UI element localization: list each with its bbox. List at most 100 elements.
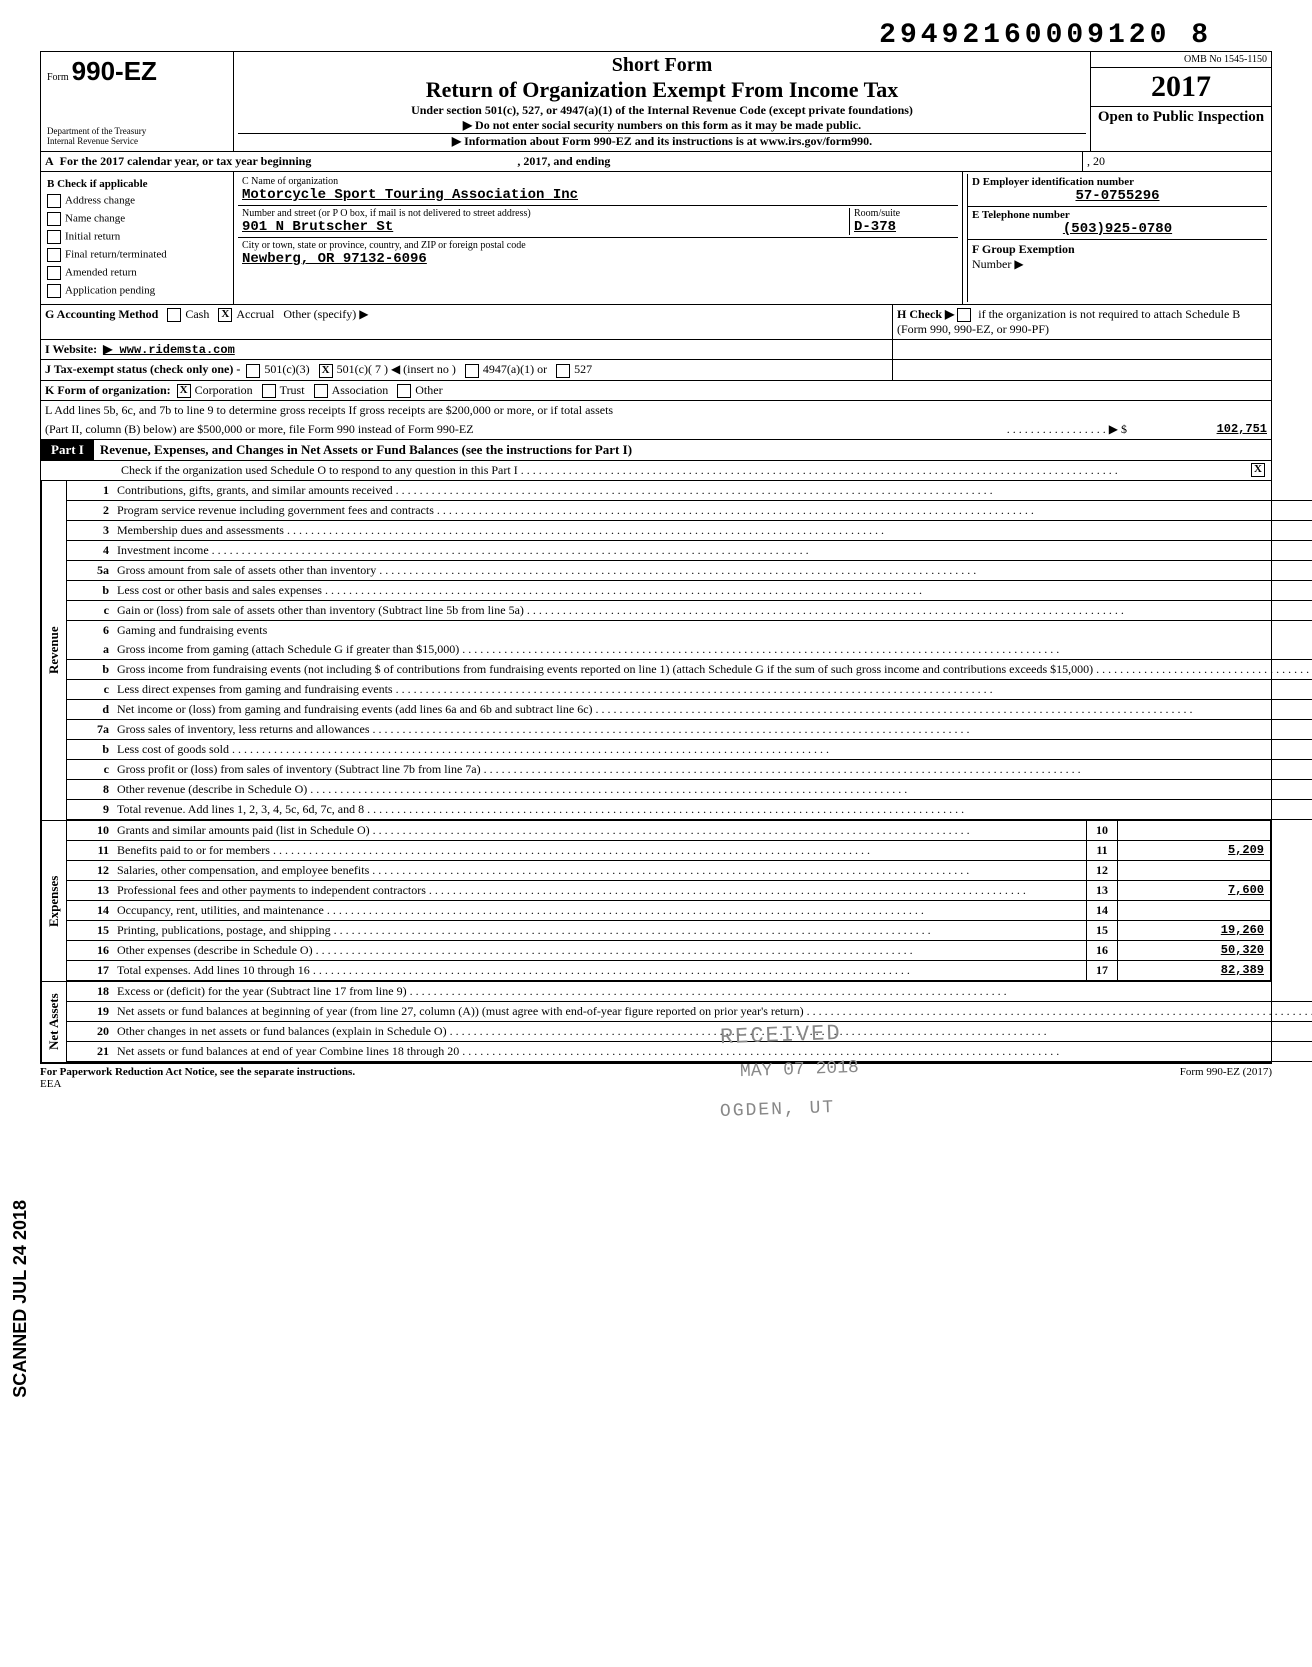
footer-eea: EEA	[40, 1078, 61, 1090]
line-b: b Less cost of goods sold 7b 4,082	[66, 740, 1312, 760]
line-d: d Net income or (loss) from gaming and f…	[66, 700, 1312, 720]
stamp-scanned: SCANNED JUL 24 2018	[10, 1200, 31, 1398]
dln: 29492160009120 8	[40, 20, 1212, 51]
expenses-section: Expenses 10 Grants and similar amounts p…	[40, 820, 1272, 981]
k-o4: Other	[415, 383, 442, 397]
cb-initial[interactable]	[47, 230, 61, 244]
form-header: Form 990-EZ Department of the Treasury I…	[40, 51, 1272, 152]
cb-cash[interactable]	[167, 308, 181, 322]
line-j: J Tax-exempt status (check only one) - 5…	[40, 360, 1272, 380]
line-21: 21 Net assets or fund balances at end of…	[66, 1042, 1312, 1062]
line-c: c Gross profit or (loss) from sales of i…	[66, 760, 1312, 780]
cb-addr-change[interactable]	[47, 194, 61, 208]
line-g-h: G Accounting Method Cash X Accrual Other …	[40, 305, 1272, 340]
line-15: 15 Printing, publications, postage, and …	[66, 921, 1271, 941]
line-4: 4 Investment income 4 193	[66, 541, 1312, 561]
open-inspection: Open to Public Inspection	[1091, 107, 1271, 128]
l-txt1: L Add lines 5b, 6c, and 7b to line 9 to …	[41, 401, 1271, 420]
line-5a: 5a Gross amount from sale of assets othe…	[66, 561, 1312, 581]
line-12: 12 Salaries, other compensation, and emp…	[66, 861, 1271, 881]
cb-4947[interactable]	[465, 364, 479, 378]
line-9: 9 Total revenue. Add lines 1, 2, 3, 4, 5…	[66, 800, 1312, 820]
footer: For Paperwork Reduction Act Notice, see …	[40, 1063, 1272, 1090]
g-accrual: Accrual	[236, 307, 274, 321]
line-k: K Form of organization: XCorporation Tru…	[40, 381, 1272, 401]
cb-h[interactable]	[957, 308, 971, 322]
line-6: 6 Gaming and fundraising events	[66, 621, 1312, 640]
cb-527[interactable]	[556, 364, 570, 378]
f-lbl2: Number ▶	[972, 257, 1263, 272]
line-13: 13 Professional fees and other payments …	[66, 881, 1271, 901]
org-name: Motorcycle Sport Touring Association Inc	[242, 187, 954, 203]
j-o2: 501(c)( 7 ) ◀ (insert no )	[337, 362, 456, 376]
cb-schedule-o[interactable]: X	[1251, 463, 1265, 477]
part-1-header: Part I Revenue, Expenses, and Changes in…	[40, 440, 1272, 461]
cb-assoc[interactable]	[314, 384, 328, 398]
website: ▶ www.ridemsta.com	[103, 343, 235, 357]
b-item-1: Name change	[65, 213, 125, 225]
k-o3: Association	[332, 383, 389, 397]
line-c: c Gain or (loss) from sale of assets oth…	[66, 601, 1312, 621]
line-a: a Gross income from gaming (attach Sched…	[66, 640, 1312, 660]
line-c: c Less direct expenses from gaming and f…	[66, 680, 1312, 700]
cb-final[interactable]	[47, 248, 61, 262]
line-7a: 7a Gross sales of inventory, less return…	[66, 720, 1312, 740]
b-item-3: Final return/terminated	[65, 249, 167, 261]
b-item-4: Amended return	[65, 267, 137, 279]
cb-pending[interactable]	[47, 284, 61, 298]
line-i: I Website: ▶ www.ridemsta.com	[40, 340, 1272, 360]
line-19: 19 Net assets or fund balances at beginn…	[66, 1002, 1312, 1022]
room-lbl: Room/suite	[854, 208, 954, 219]
line-20: 20 Other changes in net assets or fund b…	[66, 1022, 1312, 1042]
omb-no: OMB No 1545-1150	[1091, 52, 1271, 68]
org-city: Newberg, OR 97132-6096	[242, 251, 954, 267]
arrow-2: ▶ Information about Form 990-EZ and its …	[238, 133, 1086, 149]
j-lbl: J Tax-exempt status (check only one) -	[45, 362, 240, 376]
line-14: 14 Occupancy, rent, utilities, and maint…	[66, 901, 1271, 921]
footer-right: Form 990-EZ (2017)	[1180, 1066, 1272, 1090]
part-1-box: Part I	[41, 440, 94, 460]
cb-501c[interactable]: X	[319, 364, 333, 378]
cb-501c3[interactable]	[246, 364, 260, 378]
g-lbl: G Accounting Method	[45, 307, 158, 321]
j-o1: 501(c)(3)	[264, 362, 309, 376]
cb-amended[interactable]	[47, 266, 61, 280]
k-lbl: K Form of organization:	[45, 383, 171, 397]
gross-receipts: 102,751	[1127, 422, 1267, 437]
j-o3: 4947(a)(1) or	[483, 362, 547, 376]
netassets-section: Net Assets 18 Excess or (deficit) for th…	[40, 981, 1272, 1063]
g-cash: Cash	[185, 307, 209, 321]
form-word: Form	[47, 72, 69, 83]
entity-block: B Check if applicable Address change Nam…	[40, 172, 1272, 305]
arrow-1: ▶ Do not enter social security numbers o…	[238, 118, 1086, 133]
org-street: 901 N Brutscher St	[242, 219, 849, 235]
ein: 57-0755296	[972, 188, 1263, 204]
g-other: Other (specify) ▶	[283, 307, 368, 321]
line-a: A For the 2017 calendar year, or tax yea…	[40, 152, 1272, 172]
f-lbl: F Group Exemption	[972, 242, 1263, 257]
cb-accrual[interactable]: X	[218, 308, 232, 322]
short-form: Short Form	[238, 54, 1086, 77]
cb-corp[interactable]: X	[177, 384, 191, 398]
footer-left: For Paperwork Reduction Act Notice, see …	[40, 1066, 355, 1078]
side-netassets: Net Assets	[41, 982, 66, 1062]
line-8: 8 Other revenue (describe in Schedule O)…	[66, 780, 1312, 800]
line-17: 17 Total expenses. Add lines 10 through …	[66, 961, 1271, 981]
c-name-lbl: C Name of organization	[242, 176, 954, 187]
d-lbl: D Employer identification number	[972, 176, 1263, 188]
dept-2: Internal Revenue Service	[47, 137, 227, 147]
form-title: Return of Organization Exempt From Incom…	[238, 77, 1086, 103]
line-11: 11 Benefits paid to or for members 11 5,…	[66, 841, 1271, 861]
l-txt2: (Part II, column (B) below) are $500,000…	[45, 422, 474, 437]
k-o1: Corporation	[195, 383, 253, 397]
line-2: 2 Program service revenue including gove…	[66, 501, 1312, 521]
part-1-check: Check if the organization used Schedule …	[121, 463, 518, 477]
b-item-2: Initial return	[65, 231, 120, 243]
cb-trust[interactable]	[262, 384, 276, 398]
line-l: L Add lines 5b, 6c, and 7b to line 9 to …	[40, 401, 1272, 440]
e-lbl: E Telephone number	[972, 209, 1263, 221]
line-3: 3 Membership dues and assessments 3 31,9…	[66, 521, 1312, 541]
cb-name-change[interactable]	[47, 212, 61, 226]
cb-other[interactable]	[397, 384, 411, 398]
line-16: 16 Other expenses (describe in Schedule …	[66, 941, 1271, 961]
